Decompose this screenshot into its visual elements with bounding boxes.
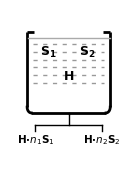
Text: $\mathbf{H}$$\mathbf{\cdot}$$\mathit{n}_1$$\mathbf{S}_1$: $\mathbf{H}$$\mathbf{\cdot}$$\mathit{n}_…: [17, 134, 54, 147]
Text: $\mathbf{S_1}$: $\mathbf{S_1}$: [40, 45, 56, 60]
Text: $\mathbf{H}$$\mathbf{\cdot}$$\mathit{n}_2$$\mathbf{S}_2$: $\mathbf{H}$$\mathbf{\cdot}$$\mathit{n}_…: [83, 134, 121, 147]
Text: $\mathbf{H}$: $\mathbf{H}$: [63, 70, 74, 83]
Text: $\mathbf{S_2}$: $\mathbf{S_2}$: [79, 45, 96, 60]
